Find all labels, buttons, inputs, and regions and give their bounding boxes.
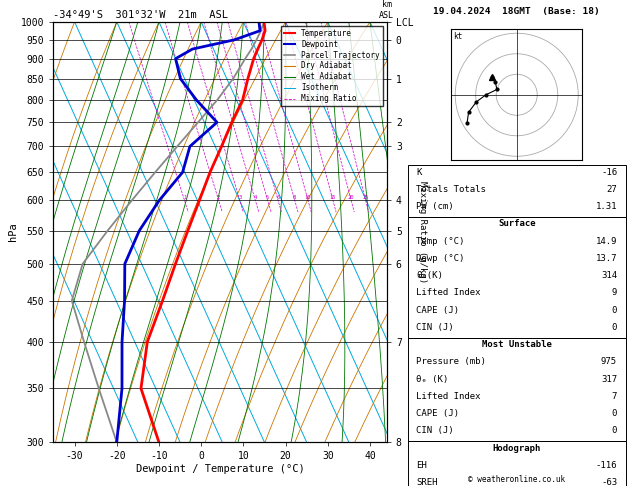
Bar — [408, 441, 626, 486]
Text: 13.7: 13.7 — [596, 254, 617, 263]
Text: 5: 5 — [266, 195, 269, 200]
Text: 27: 27 — [606, 185, 617, 194]
Text: 314: 314 — [601, 271, 617, 280]
Text: 4: 4 — [253, 195, 257, 200]
Text: -63: -63 — [601, 478, 617, 486]
Text: 7: 7 — [612, 392, 617, 401]
Text: 8: 8 — [293, 195, 296, 200]
Text: 3: 3 — [238, 195, 242, 200]
Text: kt: kt — [453, 33, 462, 41]
Text: Lifted Index: Lifted Index — [416, 289, 481, 297]
Text: 2: 2 — [217, 195, 220, 200]
Text: 0: 0 — [612, 306, 617, 315]
Text: Lifted Index: Lifted Index — [416, 392, 481, 401]
Text: Most Unstable: Most Unstable — [482, 340, 552, 349]
Text: -34°49'S  301°32'W  21m  ASL: -34°49'S 301°32'W 21m ASL — [53, 10, 228, 20]
Text: 25: 25 — [362, 195, 369, 200]
Text: 317: 317 — [601, 375, 617, 384]
Text: km
ASL: km ASL — [379, 0, 394, 20]
Text: θₑ(K): θₑ(K) — [416, 271, 443, 280]
Text: K: K — [416, 168, 421, 177]
Text: 0: 0 — [612, 427, 617, 435]
Text: 0: 0 — [612, 323, 617, 332]
Text: 19.04.2024  18GMT  (Base: 18): 19.04.2024 18GMT (Base: 18) — [433, 7, 600, 17]
Text: 20: 20 — [348, 195, 354, 200]
Text: Totals Totals: Totals Totals — [416, 185, 486, 194]
Bar — [408, 338, 626, 441]
Text: Surface: Surface — [498, 220, 535, 228]
Text: EH: EH — [416, 461, 427, 470]
Bar — [408, 217, 626, 338]
Text: Hodograph: Hodograph — [493, 444, 541, 453]
Text: CIN (J): CIN (J) — [416, 427, 454, 435]
Text: Dewp (°C): Dewp (°C) — [416, 254, 465, 263]
Y-axis label: hPa: hPa — [8, 223, 18, 242]
Y-axis label: Mixing Ratio (g/kg): Mixing Ratio (g/kg) — [418, 181, 427, 283]
Text: CAPE (J): CAPE (J) — [416, 409, 459, 418]
Text: PW (cm): PW (cm) — [416, 202, 454, 211]
Text: 975: 975 — [601, 357, 617, 366]
Text: Pressure (mb): Pressure (mb) — [416, 357, 486, 366]
Text: CAPE (J): CAPE (J) — [416, 306, 459, 315]
Text: θₑ (K): θₑ (K) — [416, 375, 448, 384]
Text: 6: 6 — [276, 195, 280, 200]
Text: CIN (J): CIN (J) — [416, 323, 454, 332]
Text: 15: 15 — [330, 195, 336, 200]
Text: 0: 0 — [612, 409, 617, 418]
Bar — [408, 165, 626, 217]
Text: 14.9: 14.9 — [596, 237, 617, 246]
Text: 1: 1 — [183, 195, 186, 200]
Text: © weatheronline.co.uk: © weatheronline.co.uk — [468, 474, 565, 484]
Text: 1.31: 1.31 — [596, 202, 617, 211]
Text: -116: -116 — [596, 461, 617, 470]
X-axis label: Dewpoint / Temperature (°C): Dewpoint / Temperature (°C) — [136, 464, 304, 474]
Text: 9: 9 — [612, 289, 617, 297]
Legend: Temperature, Dewpoint, Parcel Trajectory, Dry Adiabat, Wet Adiabat, Isotherm, Mi: Temperature, Dewpoint, Parcel Trajectory… — [281, 26, 383, 106]
Text: Temp (°C): Temp (°C) — [416, 237, 465, 246]
Text: 10: 10 — [304, 195, 311, 200]
Text: -16: -16 — [601, 168, 617, 177]
Text: SREH: SREH — [416, 478, 438, 486]
